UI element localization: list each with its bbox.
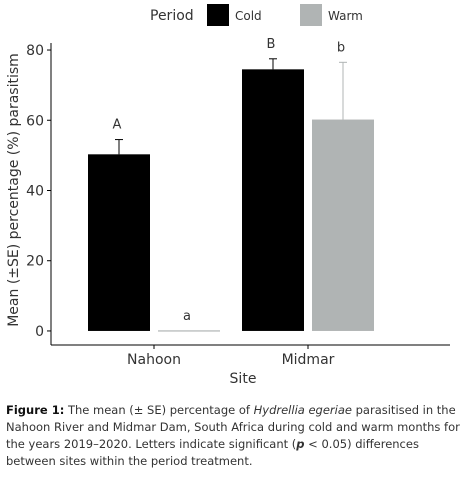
bar-midmar-warm [312,119,374,331]
legend-label-cold: Cold [235,9,262,23]
y-tick-label: 20 [26,254,44,270]
plot-area: 0 20 40 60 80 Nahoon Aa Midmar B b [26,37,450,368]
bar-midmar-cold [242,69,304,331]
chart: Period Cold Warm Mean (±SE) percentage (%… [6,4,450,387]
x-tick-label-nahoon: Nahoon [127,352,181,368]
y-tick-label: 60 [26,113,44,129]
y-tick-label: 40 [26,183,44,199]
species-name: Hydrellia egeriae [253,403,352,417]
bar-nahoon-cold [88,154,150,331]
significance-letter-nahoon-cold: A [113,118,122,133]
legend-label-warm: Warm [328,9,363,23]
legend-title: Period [150,8,194,24]
significance-letter-nahoon-warm: a [183,309,191,324]
legend-swatch-cold [207,4,229,26]
legend: Period Cold Warm [150,4,363,26]
figure-caption: Figure 1: The mean (± SE) percentage of … [6,403,460,468]
caption-label: Figure 1: [6,403,65,417]
bar-nahoon-warm [158,330,220,332]
x-axis-label: Site [230,371,257,387]
legend-swatch-warm [300,4,322,26]
y-tick-label: 0 [35,324,44,340]
significance-letter-midmar-warm: b [337,40,345,55]
y-axis-label: Mean (±SE) percentage (%) parasitism [6,53,22,327]
x-tick-label-midmar: Midmar [282,352,335,368]
significance-letter-midmar-cold: B [267,37,276,52]
y-tick-label: 80 [26,43,44,59]
